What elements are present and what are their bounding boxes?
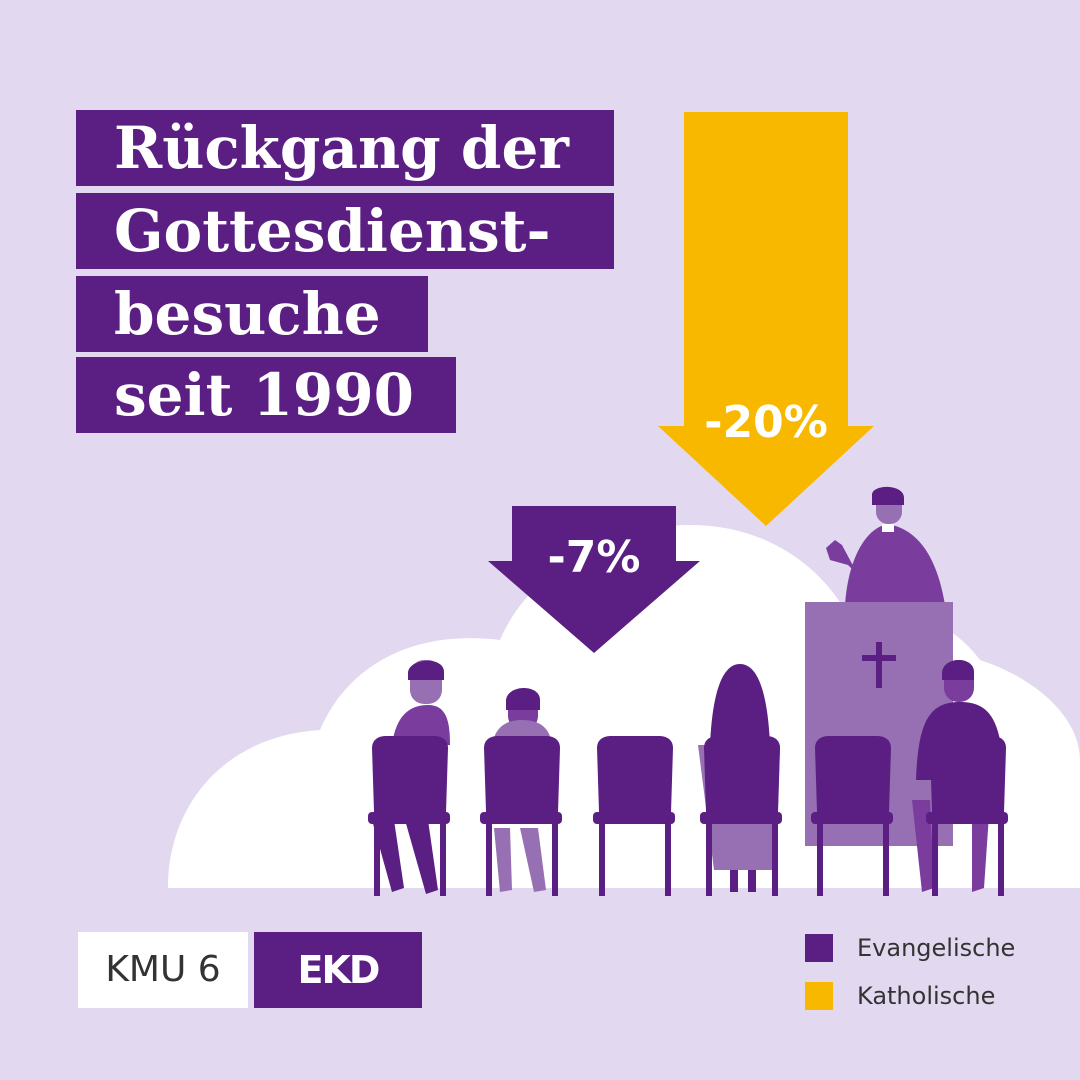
title-line-3: besuche <box>76 276 428 352</box>
chair-4 <box>700 736 782 896</box>
kmu-badge: KMU 6 <box>78 932 248 1008</box>
chair-1 <box>368 736 450 896</box>
value-label-katholisch: -20% <box>704 397 828 448</box>
chair-3 <box>593 736 675 896</box>
cross-icon <box>862 642 896 688</box>
legend-swatch-katholisch <box>805 982 833 1010</box>
chair-5 <box>811 736 893 896</box>
chair-6 <box>926 736 1008 896</box>
pastor-figure <box>826 486 945 605</box>
arrow-evangelisch <box>488 506 700 653</box>
ekd-logo: EKD <box>254 932 422 1008</box>
legend-swatch-evangelisch <box>805 934 833 962</box>
arrow-katholisch <box>658 112 874 526</box>
legend-label-evangelisch: Evangelische <box>857 934 1016 962</box>
title-line-4: seit 1990 <box>76 357 456 433</box>
chair-row <box>368 736 1008 896</box>
title-line-1: Rückgang der <box>76 110 614 186</box>
chair-2 <box>480 736 562 896</box>
person-1 <box>372 660 450 894</box>
value-label-evangelisch: -7% <box>548 532 641 583</box>
title-line-2: Gottesdienst- <box>76 193 614 269</box>
legend-label-katholisch: Katholische <box>857 982 996 1010</box>
